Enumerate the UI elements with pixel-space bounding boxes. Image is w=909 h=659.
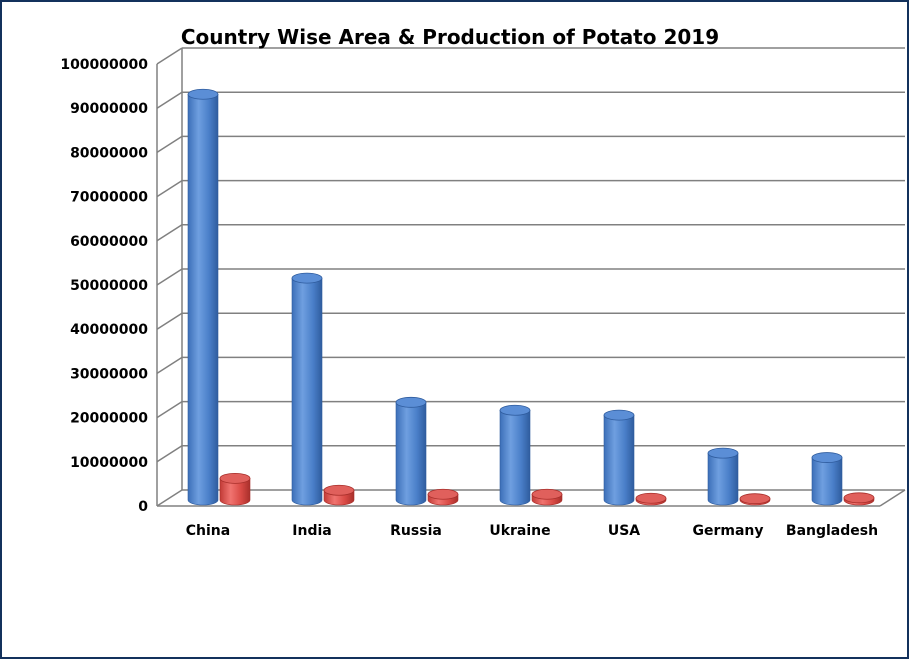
bar-body — [499, 409, 531, 506]
bar-body — [395, 402, 427, 506]
floor-right-edge — [879, 489, 906, 507]
gridline-side — [156, 224, 183, 242]
bar-body — [187, 93, 219, 506]
gridline-side — [156, 356, 183, 375]
y-tick-label: 100000000 — [60, 57, 148, 73]
y-tick-label: 70000000 — [70, 190, 148, 206]
y-tick-label: 0 — [138, 499, 148, 515]
y-tick-label: 90000000 — [70, 101, 148, 117]
x-tick-label: Russia — [390, 523, 442, 539]
bar-cap — [395, 396, 427, 408]
y-axis-ticks: 0 10000000 20000000 30000000 40000000 5000000… — [60, 57, 148, 515]
bar-cap — [531, 488, 563, 500]
gridline-side — [156, 135, 183, 154]
y-tick-label: 30000000 — [70, 366, 148, 382]
bar-india-s1 — [291, 272, 323, 506]
y-tick-label: 80000000 — [70, 145, 148, 161]
chart-walls — [156, 48, 906, 507]
bar-bangladesh-s2 — [843, 492, 875, 506]
gridline-side — [156, 179, 183, 198]
bar-cap — [291, 272, 323, 284]
y-tick-label: 10000000 — [70, 455, 148, 471]
bar-cap — [499, 404, 531, 416]
bar-cap — [843, 492, 875, 504]
bar-germany-s1 — [707, 447, 739, 506]
bar-russia-s1 — [395, 396, 427, 506]
bar-bangladesh-s1 — [811, 452, 843, 506]
bar-usa-s2 — [635, 492, 667, 506]
bar-body — [811, 457, 843, 506]
gridline-side — [156, 268, 183, 286]
x-tick-label: China — [186, 523, 230, 539]
x-tick-label: Bangladesh — [786, 523, 878, 539]
gridline-side — [156, 445, 183, 463]
bar-cap — [707, 447, 739, 459]
bars — [187, 88, 875, 506]
bar-cap — [187, 88, 219, 100]
x-tick-label: India — [292, 523, 331, 539]
bar-usa-s1 — [603, 409, 635, 506]
bar-cap — [811, 452, 843, 463]
chart-title: Country Wise Area & Production of Potato… — [181, 25, 719, 49]
bar-germany-s2 — [739, 493, 771, 506]
x-tick-label: Ukraine — [489, 523, 550, 539]
y-tick-label: 60000000 — [70, 234, 148, 250]
gridline-side — [156, 489, 183, 507]
gridline-side — [156, 312, 183, 330]
bar-cap — [603, 409, 635, 421]
x-axis-labels: China India Russia Ukraine USA Germany Banglad… — [186, 523, 878, 539]
bar-cap — [739, 493, 771, 505]
y-tick-label: 40000000 — [70, 322, 148, 338]
y-tick-label: 20000000 — [70, 411, 148, 427]
gridlines — [156, 47, 905, 507]
bar-india-s2 — [323, 484, 355, 506]
bar-body — [291, 277, 323, 506]
bar-body — [219, 478, 251, 506]
gridline-side — [156, 47, 183, 65]
bar-body — [707, 452, 739, 506]
gridline-side — [156, 91, 183, 109]
bar-ukraine-s1 — [499, 404, 531, 506]
bar-china-s2 — [219, 472, 251, 506]
y-tick-label: 50000000 — [70, 278, 148, 294]
bar-cap — [323, 484, 355, 496]
gridline-side — [156, 400, 183, 419]
bar-cap — [635, 492, 667, 504]
bar-ukraine-s2 — [531, 488, 563, 506]
bar-china-s1 — [187, 88, 219, 506]
bar-body — [603, 414, 635, 506]
bar-cap — [219, 472, 251, 484]
bar-cap — [427, 488, 459, 500]
bar-russia-s2 — [427, 488, 459, 506]
x-tick-label: USA — [608, 523, 640, 539]
x-tick-label: Germany — [692, 523, 763, 539]
